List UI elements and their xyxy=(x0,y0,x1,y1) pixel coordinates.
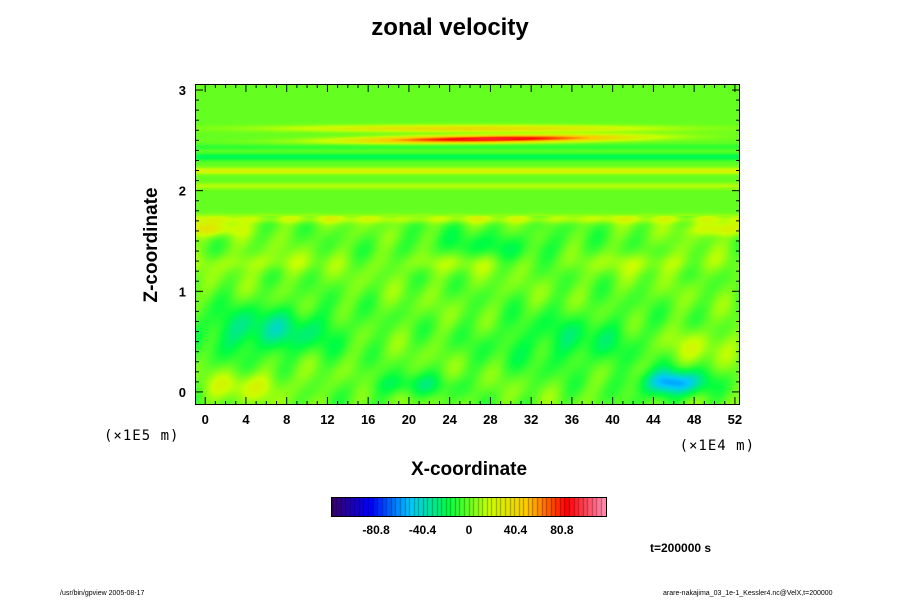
x-tick-label: 16 xyxy=(361,412,375,427)
y-tick-label: 0 xyxy=(179,385,186,400)
x-tick-label: 12 xyxy=(320,412,334,427)
footer-source: arare-nakajima_03_1e-1_Kessler4.nc@VelX,… xyxy=(663,590,833,597)
time-label: t=200000 s xyxy=(650,541,712,555)
x-tick-label: 20 xyxy=(402,412,416,427)
x-tick-label: 24 xyxy=(442,412,457,427)
x-tick-label: 8 xyxy=(283,412,290,427)
y-axis-label: Z-coordinate xyxy=(141,187,162,303)
colorbar-tick-label: 80.8 xyxy=(550,523,574,537)
x-tick-label: 0 xyxy=(202,412,209,427)
x-tick-label: 36 xyxy=(565,412,579,427)
colorbar-tick-label: -40.4 xyxy=(408,523,437,537)
colorbar-gradient xyxy=(332,498,606,516)
colorbar xyxy=(331,497,607,517)
x-tick-label: 32 xyxy=(524,412,538,427)
x-tick-label: 48 xyxy=(687,412,701,427)
x-axis-label: X-coordinate xyxy=(410,459,528,480)
colorbar-tick-label: 0 xyxy=(465,523,473,537)
heatmap-field xyxy=(196,85,739,404)
colorbar-tick-label: -80.8 xyxy=(362,523,390,537)
y-tick-label: 2 xyxy=(179,184,186,199)
chart-title: zonal velocity xyxy=(371,14,529,41)
x-tick-label: 4 xyxy=(242,412,250,427)
y-tick-label: 1 xyxy=(179,284,186,299)
plot-area xyxy=(195,84,740,405)
x-tick-label: 28 xyxy=(483,412,497,427)
x-scale-note: (×1E4 m) xyxy=(680,438,755,454)
x-tick-label: 44 xyxy=(646,412,661,427)
y-tick-label: 3 xyxy=(179,83,186,98)
x-tick-label: 40 xyxy=(605,412,619,427)
x-tick-label: 52 xyxy=(728,412,742,427)
footer-command: /usr/bin/gpview 2005-08-17 xyxy=(60,590,145,597)
y-scale-note: (×1E5 m) xyxy=(104,428,179,444)
colorbar-tick-label: 40.4 xyxy=(503,523,528,537)
